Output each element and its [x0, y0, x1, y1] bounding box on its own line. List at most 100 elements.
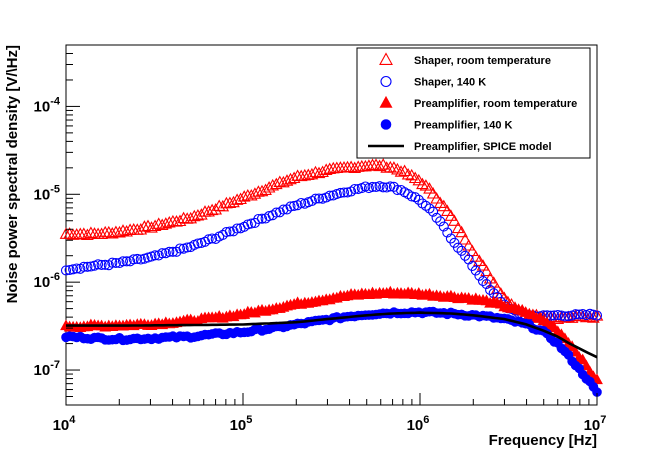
- series-1-point: [338, 187, 350, 198]
- series-0-point: [294, 169, 308, 182]
- series-0-point: [95, 227, 108, 240]
- series-1-point: [271, 207, 282, 218]
- series-0-point: [473, 254, 486, 266]
- series-0-point: [309, 165, 322, 178]
- series-1-point: [556, 310, 567, 321]
- series-0-point: [440, 204, 454, 216]
- series-1-point: [203, 234, 214, 245]
- series-0-point: [187, 209, 201, 222]
- series-0-point: [102, 225, 116, 238]
- series-1-point: [431, 212, 442, 223]
- series-1-point: [182, 242, 193, 253]
- legend-label-0: Shaper, room temperature: [414, 55, 551, 67]
- series-1-point: [552, 309, 563, 321]
- series-0-point: [359, 159, 372, 172]
- series-1-point: [420, 200, 431, 211]
- series-1-point: [588, 309, 599, 320]
- series-0-point: [116, 224, 130, 236]
- series-3: [61, 306, 602, 397]
- series-1-point: [310, 193, 321, 204]
- x-tick-label-2: 106: [407, 414, 430, 434]
- x-tick-label-3: 107: [584, 414, 607, 434]
- series-1-point: [207, 233, 218, 244]
- series-4: [66, 311, 598, 359]
- plot-frame: [65, 44, 598, 406]
- series-0-point: [84, 226, 98, 238]
- series-1-point: [367, 181, 378, 192]
- series-1-point: [313, 193, 325, 204]
- series-0-point: [426, 187, 440, 199]
- legend-entries: Shaper, room temperature Shaper, 140 K Pre…: [368, 52, 577, 153]
- series-1-point: [110, 257, 121, 269]
- series-0-point: [455, 225, 468, 238]
- series-1-point: [60, 265, 72, 276]
- series-1-point: [232, 223, 243, 234]
- series-0-point: [162, 215, 176, 228]
- series-1-point: [157, 248, 168, 259]
- y-axis: 10-7 10-6 10-5 10-4: [34, 44, 80, 406]
- series-0-point: [63, 227, 76, 239]
- series-1-point: [460, 250, 471, 261]
- series-1-point: [107, 257, 118, 268]
- series-0-point: [177, 211, 190, 224]
- series-1-point: [121, 256, 132, 267]
- series-0-point: [480, 264, 493, 277]
- legend-marker-2: [379, 95, 393, 108]
- x-tick-label-1: 105: [230, 414, 253, 434]
- series-1-point: [428, 206, 439, 217]
- series-0-point: [113, 225, 126, 238]
- series-0-point: [344, 160, 358, 173]
- series-0-point: [305, 167, 319, 180]
- series-1-point: [71, 263, 82, 274]
- series-0-point: [130, 223, 144, 235]
- series-1-point: [246, 218, 257, 229]
- legend: Shaper, room temperature Shaper, 140 K Pre…: [356, 47, 591, 159]
- series-1-point: [435, 216, 446, 227]
- series-1-point: [221, 226, 232, 238]
- series-1-point: [335, 187, 346, 198]
- legend-label-1: Shaper, 140 K: [414, 77, 486, 89]
- series-1-point: [103, 260, 114, 271]
- series-1-point: [559, 311, 570, 322]
- series-0-point: [476, 259, 490, 271]
- legend-marker-0: [379, 52, 393, 65]
- series-0-point: [437, 199, 451, 212]
- legend-label-3: Preamplifier, 140 K: [414, 120, 512, 132]
- series-1-point: [438, 221, 449, 232]
- series-1-point: [413, 194, 424, 205]
- series-0-point: [362, 159, 376, 171]
- series-1-point: [274, 207, 285, 218]
- series-1-point: [563, 311, 574, 322]
- series-0-point: [141, 219, 155, 232]
- series-1-point: [68, 264, 79, 275]
- series-1-point: [150, 250, 161, 261]
- series-0-point: [287, 171, 301, 184]
- series-1-point: [78, 261, 89, 272]
- series-1-point: [117, 256, 129, 267]
- series-1-point: [346, 186, 357, 197]
- series-1-point: [192, 238, 203, 249]
- series-0-point: [416, 177, 429, 190]
- series-1-point: [267, 210, 278, 221]
- series-1: [60, 181, 603, 322]
- series-1-point: [100, 259, 111, 270]
- x-tick-label-0: 104: [53, 414, 77, 434]
- series-1-point: [452, 242, 464, 253]
- series-0-point: [465, 244, 479, 257]
- series-1-point: [228, 226, 239, 237]
- series-1-point: [549, 310, 560, 321]
- series-0-point: [138, 220, 151, 232]
- series-1-point: [64, 264, 75, 276]
- legend-marker-1: [380, 75, 392, 88]
- series-1-point: [253, 213, 264, 225]
- series-1-point: [93, 259, 104, 270]
- series-0-point: [394, 165, 408, 177]
- series-1-point: [378, 182, 389, 193]
- series-1-point: [370, 181, 382, 193]
- series-0-point: [373, 159, 386, 172]
- series-1-point: [285, 201, 296, 212]
- series-0-point: [448, 214, 461, 226]
- series-0-point: [319, 163, 333, 175]
- series-1-point: [388, 181, 399, 192]
